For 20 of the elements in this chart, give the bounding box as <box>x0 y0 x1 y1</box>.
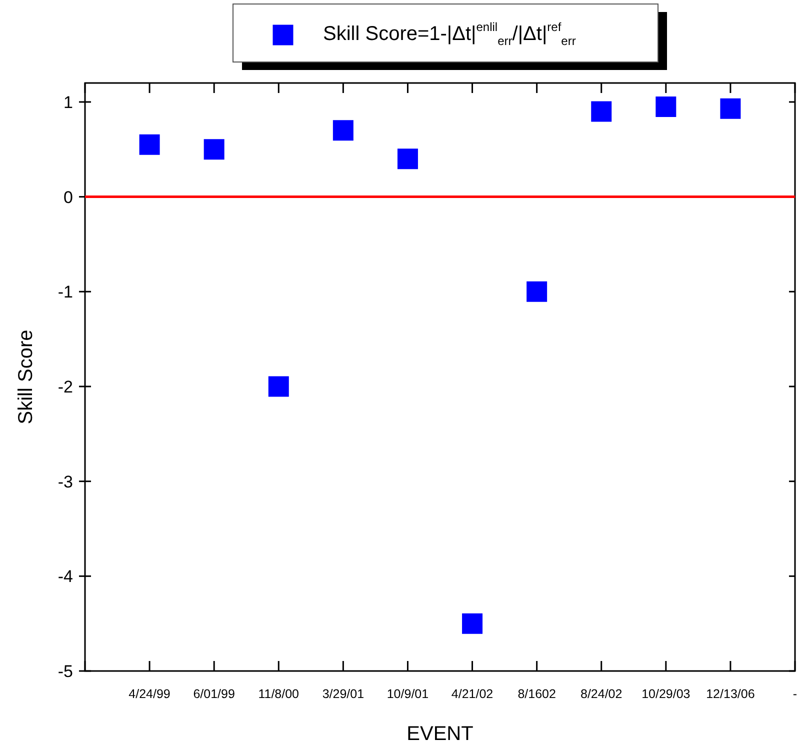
y-tick-label: -3 <box>58 472 73 492</box>
x-tick-label: 11/8/00 <box>258 687 300 701</box>
x-tick-label: - <box>792 687 798 701</box>
x-tick-label: 3/29/01 <box>322 687 364 701</box>
y-tick-label: -5 <box>58 662 73 681</box>
y-tick-label: 1 <box>64 92 73 112</box>
x-tick-label: 4/24/99 <box>128 687 170 701</box>
x-tick-label: 10/9/01 <box>386 687 429 701</box>
x-tick-label: 12/13/06 <box>706 687 755 701</box>
x-axis-title: EVENT <box>406 723 474 745</box>
x-tick-label: 8/1602 <box>518 687 556 701</box>
x-tick-label: 6/01/99 <box>193 687 235 701</box>
y-tick-label: -4 <box>58 567 73 586</box>
x-tick-label: 4/21/02 <box>451 687 494 701</box>
x-tick-label: 10/29/03 <box>642 687 690 701</box>
y-tick-label: 0 <box>64 188 73 207</box>
y-axis-title: Skill Score <box>15 330 37 424</box>
y-tick-label: -1 <box>58 282 73 302</box>
x-tick-label: 8/24/02 <box>580 687 622 701</box>
y-tick-label: -2 <box>58 377 73 396</box>
